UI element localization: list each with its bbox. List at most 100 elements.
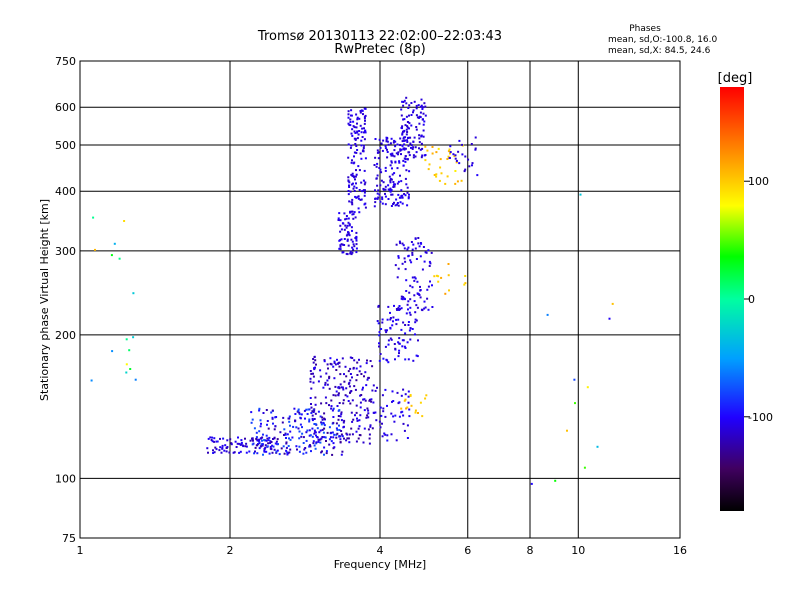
scatter-point xyxy=(287,452,290,455)
scatter-point xyxy=(349,210,352,213)
scatter-point xyxy=(323,359,326,362)
scatter-point xyxy=(363,183,366,186)
scatter-point xyxy=(298,437,301,440)
scatter-point xyxy=(338,402,341,404)
scatter-point xyxy=(364,371,367,374)
scatter-point xyxy=(351,246,354,249)
scatter-point xyxy=(125,338,128,341)
scatter-point xyxy=(359,198,362,201)
scatter-point xyxy=(333,446,336,449)
scatter-point xyxy=(381,435,384,438)
scatter-point xyxy=(420,156,423,159)
scatter-point xyxy=(455,161,458,164)
scatter-point xyxy=(277,443,279,446)
scatter-point xyxy=(346,437,349,440)
scatter-point xyxy=(396,276,399,279)
scatter-point xyxy=(326,383,329,386)
scatter-point xyxy=(408,114,410,117)
scatter-point xyxy=(345,375,348,378)
scatter-point xyxy=(393,343,396,345)
scatter-point xyxy=(338,387,341,390)
scatter-point xyxy=(407,401,410,404)
scatter-point xyxy=(310,406,313,409)
grid-lines xyxy=(80,61,680,538)
scatter-point xyxy=(352,243,355,246)
scatter-point xyxy=(271,451,274,454)
scatter-point xyxy=(417,104,420,107)
scatter-point xyxy=(352,125,355,128)
scatter-point xyxy=(341,450,344,453)
scatter-point xyxy=(341,251,344,254)
scatter-point xyxy=(414,321,417,324)
scatter-point xyxy=(334,394,337,397)
scatter-point xyxy=(404,398,407,401)
scatter-point xyxy=(285,441,288,444)
scatter-point xyxy=(353,126,356,129)
scatter-point xyxy=(321,436,324,438)
scatter-point xyxy=(468,165,471,168)
scatter-point xyxy=(387,143,390,146)
scatter-point xyxy=(409,142,412,145)
scatter-point xyxy=(414,411,417,414)
scatter-point xyxy=(355,169,357,172)
scatter-point xyxy=(364,206,367,209)
scatter-point xyxy=(386,439,389,442)
scatter-point xyxy=(363,375,365,378)
scatter-point xyxy=(392,316,395,319)
scatter-point xyxy=(406,139,409,142)
scatter-point xyxy=(333,360,336,363)
scatter-point xyxy=(343,425,345,428)
scatter-point xyxy=(371,389,374,392)
scatter-point xyxy=(374,201,377,204)
scatter-point xyxy=(411,286,414,289)
scatter-point xyxy=(314,423,317,426)
scatter-point xyxy=(404,347,407,349)
y-tick-label: 750 xyxy=(55,55,76,68)
scatter-point xyxy=(309,380,312,383)
scatter-point xyxy=(358,130,361,132)
scatter-point xyxy=(354,388,357,391)
scatter-point xyxy=(323,360,326,363)
scatter-point xyxy=(360,139,363,142)
scatter-point xyxy=(408,408,411,411)
scatter-point xyxy=(332,421,335,424)
scatter-point xyxy=(389,318,392,321)
scatter-point xyxy=(245,445,248,448)
scatter-point xyxy=(416,355,419,358)
scatter-point xyxy=(351,172,354,175)
scatter-point xyxy=(359,394,362,397)
scatter-point xyxy=(353,175,356,178)
scatter-point xyxy=(319,441,322,444)
scatter-point xyxy=(385,140,388,143)
scatter-point xyxy=(351,251,354,254)
scatter-point xyxy=(409,136,412,139)
scatter-point xyxy=(312,361,315,364)
y-tick-label: 400 xyxy=(55,185,76,198)
scatter-point xyxy=(390,193,393,196)
scatter-point xyxy=(353,211,356,214)
scatter-point xyxy=(384,188,387,191)
scatter-point xyxy=(259,425,262,428)
scatter-point xyxy=(304,417,306,420)
scatter-point xyxy=(328,426,331,429)
scatter-point xyxy=(350,161,353,164)
scatter-point xyxy=(402,136,405,139)
scatter-point xyxy=(262,412,265,414)
scatter-point xyxy=(364,119,366,122)
scatter-point xyxy=(407,390,410,393)
scatter-point xyxy=(330,399,333,402)
scatter-point xyxy=(320,437,323,440)
scatter-point xyxy=(249,439,252,442)
scatter-point xyxy=(358,211,361,214)
scatter-point xyxy=(294,419,296,422)
scatter-point xyxy=(400,180,403,183)
scatter-point xyxy=(310,412,313,414)
scatter-point xyxy=(125,371,128,374)
scatter-point xyxy=(375,177,378,180)
scatter-point xyxy=(110,254,113,257)
scatter-point xyxy=(248,450,251,453)
scatter-point xyxy=(402,339,405,342)
scatter-point xyxy=(338,424,340,427)
scatter-point xyxy=(398,352,400,355)
scatter-point xyxy=(360,144,363,147)
